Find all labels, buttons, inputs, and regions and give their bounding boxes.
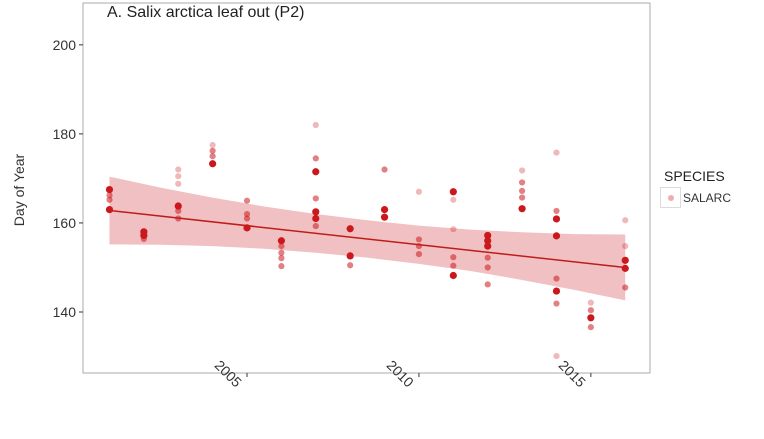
data-point: [278, 263, 285, 270]
legend-key-box: [660, 187, 681, 208]
y-axis-title: Day of Year: [11, 153, 27, 227]
data-point: [278, 243, 285, 250]
data-point: [105, 205, 114, 214]
data-point: [209, 160, 217, 168]
data-point: [175, 207, 182, 215]
y-tick-label: 160: [52, 214, 76, 231]
data-point: [553, 275, 560, 282]
point-swatch-icon: [667, 194, 674, 201]
data-point: [552, 287, 561, 295]
data-point: [106, 192, 113, 199]
data-point: [484, 254, 491, 261]
data-point: [622, 243, 629, 250]
data-point: [518, 187, 526, 194]
data-point: [449, 188, 457, 196]
data-point: [312, 214, 320, 223]
data-point: [175, 166, 182, 173]
data-point: [346, 225, 354, 233]
data-point: [553, 149, 560, 156]
data-point: [277, 237, 285, 245]
data-point: [415, 188, 423, 195]
data-point: [621, 264, 629, 272]
y-tick-label: 140: [52, 304, 76, 320]
data-point: [450, 226, 457, 233]
data-point: [106, 196, 113, 203]
data-point: [346, 252, 354, 260]
plot-panel: [82, 2, 651, 374]
data-point: [587, 299, 594, 306]
data-point: [278, 249, 285, 256]
data-point: [587, 314, 595, 322]
data-point: [380, 205, 389, 214]
data-point: [622, 284, 629, 291]
legend-item-salarc: SALARC: [660, 187, 760, 208]
data-point: [552, 232, 561, 240]
data-point: [175, 173, 182, 180]
data-point: [622, 217, 629, 224]
data-point: [312, 121, 319, 129]
data-point: [278, 255, 285, 262]
data-point: [484, 231, 492, 240]
data-point: [484, 264, 491, 271]
data-point: [209, 153, 216, 160]
data-point: [553, 207, 560, 215]
data-point: [415, 251, 423, 258]
legend-title: SPECIES: [664, 168, 725, 184]
data-point: [553, 300, 560, 307]
data-point: [552, 215, 561, 223]
data-point: [175, 215, 182, 222]
data-point: [518, 167, 526, 174]
data-point: [484, 281, 491, 288]
data-point: [553, 352, 560, 360]
data-point: [415, 236, 423, 243]
data-point: [243, 215, 251, 222]
data-point: [450, 254, 457, 261]
legend-item-label: SALARC: [683, 190, 732, 205]
data-point: [587, 324, 594, 331]
data-point: [621, 256, 629, 264]
data-point: [243, 224, 251, 232]
data-point: [518, 179, 526, 186]
trend-line: [109, 209, 626, 269]
y-tick-label: 200: [52, 36, 76, 53]
chart-title: A. Salix arctica leaf out (P2): [107, 4, 305, 21]
data-point: [347, 262, 354, 269]
data-point: [312, 155, 319, 162]
data-point: [312, 222, 319, 230]
data-point: [312, 195, 319, 202]
data-point: [140, 235, 147, 243]
data-point: [484, 242, 492, 250]
data-point: [243, 197, 251, 204]
data-point: [450, 262, 457, 269]
data-point: [105, 185, 114, 194]
data-point: [484, 237, 492, 245]
data-point: [175, 180, 182, 187]
data-point: [587, 307, 594, 314]
data-point: [209, 147, 216, 154]
data-point: [174, 202, 182, 210]
data-point: [381, 166, 388, 173]
data-point: [312, 208, 320, 216]
data-point: [518, 205, 526, 213]
data-point: [209, 141, 216, 149]
data-point: [449, 271, 457, 280]
data-point: [312, 168, 320, 176]
data-point: [450, 196, 457, 203]
legend: SPECIES SALARC: [660, 168, 760, 208]
data-point: [518, 194, 526, 201]
data-point: [243, 210, 251, 218]
y-tick-label: 180: [52, 125, 76, 142]
data-point: [380, 213, 389, 221]
data-point: [415, 243, 423, 250]
